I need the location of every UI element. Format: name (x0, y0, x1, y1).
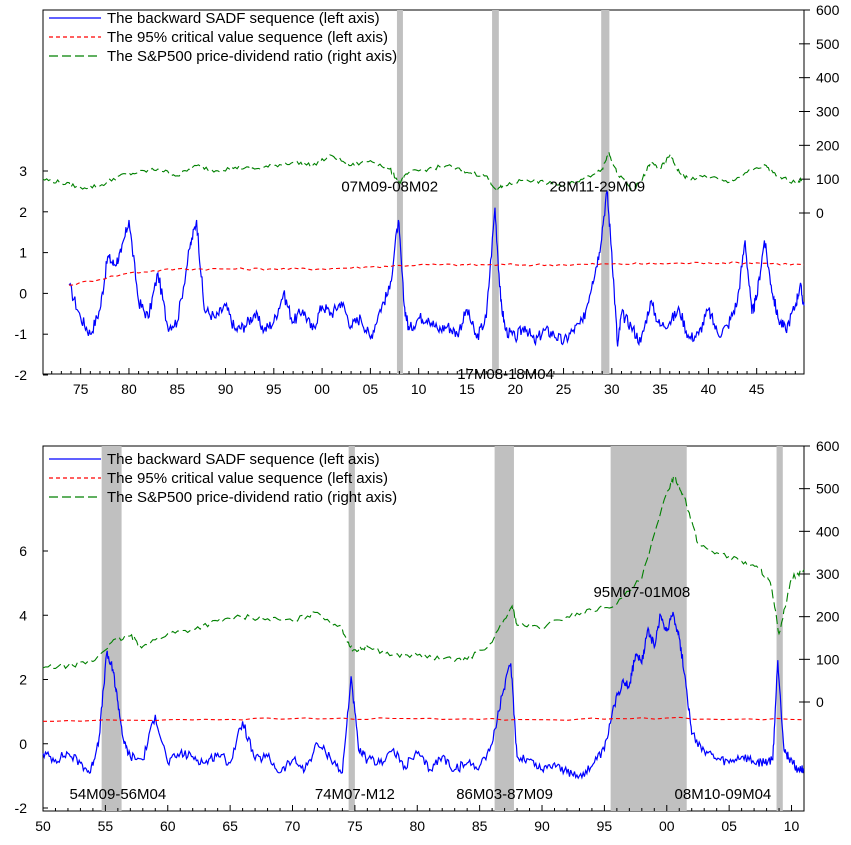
x-tick-label: 95 (597, 818, 613, 834)
period-annotation: 28M11-29M09 (550, 178, 646, 195)
x-tick-label: 00 (659, 818, 675, 834)
y-right-tick-label: 100 (816, 651, 840, 667)
x-tick-label: 20 (507, 381, 523, 397)
y-left-tick-label: 2 (19, 204, 27, 220)
legend-label: The 95% critical value sequence (left ax… (107, 29, 388, 46)
y-right-tick-label: 600 (816, 438, 840, 454)
x-tick-label: 70 (285, 818, 301, 834)
price-dividend-series-line (42, 475, 805, 670)
x-tick-label: 30 (604, 381, 620, 397)
y-right-tick-label: 300 (816, 104, 840, 120)
x-tick-label: 80 (409, 818, 425, 834)
x-tick-label: 05 (721, 818, 737, 834)
y-left-tick-label: 1 (19, 245, 27, 261)
y-right-tick-label: 500 (816, 481, 840, 497)
y-left-tick-label: 4 (19, 607, 27, 623)
x-tick-label: 55 (98, 818, 114, 834)
y-left-tick-label: 0 (19, 736, 27, 752)
x-tick-label: 15 (459, 381, 475, 397)
legend-label: The backward SADF sequence (left axis) (107, 10, 380, 27)
x-tick-label: 85 (169, 381, 185, 397)
x-tick-label: 75 (73, 381, 89, 397)
x-tick-label: 00 (314, 381, 330, 397)
x-tick-label: 05 (363, 381, 379, 397)
y-right-tick-label: 600 (816, 2, 840, 18)
x-tick-label: 35 (652, 381, 668, 397)
price-dividend-series-line (42, 151, 805, 191)
y-right-tick-label: 0 (816, 694, 824, 710)
x-tick-label: 45 (749, 381, 765, 397)
period-annotation: 07M09-08M02 (341, 178, 438, 195)
x-tick-label: 90 (534, 818, 550, 834)
x-tick-label: 80 (121, 381, 137, 397)
x-tick-label: 10 (784, 818, 800, 834)
shaded-period (396, 10, 403, 374)
sadf-series-line (68, 189, 805, 347)
legend-label: The 95% critical value sequence (left ax… (107, 470, 388, 487)
x-tick-label: 90 (218, 381, 234, 397)
y-right-tick-label: 400 (816, 70, 840, 86)
y-left-tick-label: -1 (15, 326, 28, 342)
chart-panel-bottom: -2 0 2 4 6 0 100 200 300 400 500 600 50 55 60 65 70 75 8… (15, 438, 840, 834)
critical-value-series-line (43, 716, 805, 722)
y-right-tick-label: 100 (816, 171, 840, 187)
y-right-tick-label: 400 (816, 523, 840, 539)
shaded-period (494, 446, 514, 811)
y-left-tick-label: 6 (19, 543, 27, 559)
plot-frame (42, 9, 805, 375)
y-right-tick-label: 500 (816, 36, 840, 52)
sadf-series-line (42, 611, 805, 780)
y-right-tick-label: 200 (816, 609, 840, 625)
period-annotation: 08M10-09M04 (675, 786, 772, 803)
x-tick-label: 65 (222, 818, 238, 834)
shaded-period (776, 446, 783, 811)
x-tick-label: 60 (160, 818, 176, 834)
x-tick-label: 25 (556, 381, 572, 397)
y-left-tick-label: 3 (19, 163, 27, 179)
period-annotation: 54M09-56M04 (69, 786, 166, 803)
legend-label: The backward SADF sequence (left axis) (107, 451, 380, 468)
x-tick-label: 95 (266, 381, 282, 397)
x-tick-label: 10 (411, 381, 427, 397)
period-annotation: 74M07-M12 (315, 786, 395, 803)
x-tick-label: 85 (472, 818, 488, 834)
y-right-tick-label: 0 (816, 205, 824, 221)
shaded-period (601, 10, 610, 374)
period-annotation: 17M08-18M04 (457, 366, 554, 383)
period-annotation: 95M07-01M08 (593, 584, 690, 601)
x-tick-label: 75 (347, 818, 363, 834)
period-annotation: 86M03-87M09 (456, 786, 553, 803)
plot-frame (42, 445, 805, 812)
shaded-period (492, 10, 499, 374)
y-right-tick-label: 300 (816, 566, 840, 582)
y-right-tick-label: 200 (816, 137, 840, 153)
shaded-period (348, 446, 355, 811)
y-left-tick-label: -2 (15, 367, 28, 383)
y-left-tick-label: 2 (19, 672, 27, 688)
x-tick-label: 50 (35, 818, 51, 834)
x-tick-label: 40 (701, 381, 717, 397)
legend-label: The S&P500 price-dividend ratio (right a… (107, 48, 397, 65)
critical-value-series-line (69, 261, 805, 286)
legend-label: The S&P500 price-dividend ratio (right a… (107, 489, 397, 506)
y-left-tick-label: -2 (15, 800, 28, 816)
y-left-tick-label: 0 (19, 285, 27, 301)
